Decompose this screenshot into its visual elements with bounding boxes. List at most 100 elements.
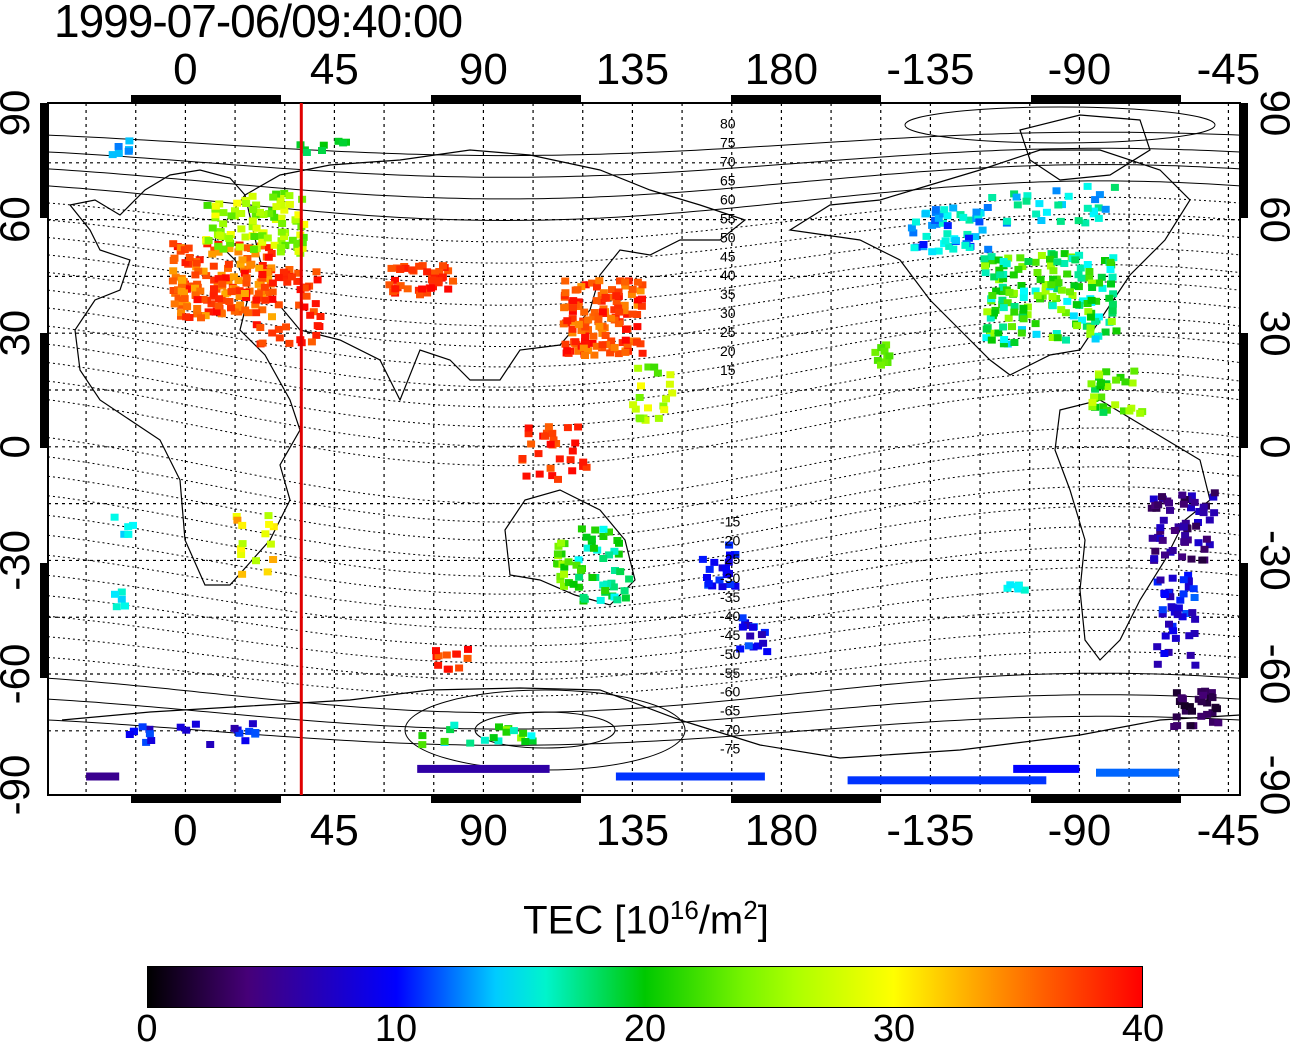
- tec-point: [418, 741, 427, 749]
- tec-point: [1081, 219, 1090, 227]
- colorbar-title: TEC [1016/m2]: [523, 895, 769, 943]
- tec-point: [1087, 279, 1096, 287]
- tec-point: [623, 310, 632, 318]
- tec-point: [263, 568, 272, 576]
- tec-point: [574, 583, 583, 591]
- tec-point: [300, 284, 309, 292]
- tec-point: [241, 737, 250, 745]
- tec-point: [385, 281, 394, 289]
- tec-point: [192, 263, 201, 271]
- tec-point: [170, 254, 179, 262]
- tec-point: [994, 256, 1003, 264]
- latitude-tick-label: -30: [1252, 530, 1292, 591]
- tec-point: [299, 233, 308, 241]
- tec-point: [252, 296, 261, 304]
- tec-point: [1010, 308, 1019, 316]
- contour-label: 65: [720, 173, 736, 189]
- tec-point: [211, 211, 220, 219]
- tec-point: [1170, 527, 1179, 534]
- tec-point: [601, 293, 610, 301]
- tec-point: [265, 210, 274, 218]
- tec-point: [589, 332, 598, 340]
- tec-point: [587, 541, 596, 548]
- tec-point: [584, 316, 593, 324]
- tec-point: [194, 267, 203, 275]
- tec-point: [226, 239, 235, 247]
- longitude-tick-label: 45: [310, 806, 359, 855]
- tec-point: [489, 734, 498, 742]
- tec-point: [1090, 393, 1099, 401]
- contour-label: 25: [720, 324, 736, 340]
- tec-point: [582, 533, 591, 541]
- contour-label: -65: [720, 703, 740, 719]
- tec-point: [1094, 204, 1103, 212]
- tec-point: [312, 331, 321, 339]
- tec-point: [1136, 409, 1145, 417]
- tec-point: [1053, 334, 1062, 342]
- tec-point: [749, 643, 758, 651]
- tec-point: [293, 277, 302, 285]
- tec-point: [180, 295, 189, 303]
- tec-point: [257, 242, 265, 250]
- tec-point: [1102, 368, 1111, 376]
- tec-point: [391, 285, 400, 293]
- tec-point: [281, 241, 290, 249]
- tec-point: [1166, 593, 1175, 601]
- tec-point: [306, 311, 315, 319]
- tec-point: [615, 308, 624, 316]
- tec-point: [1161, 632, 1170, 640]
- tec-point: [463, 654, 472, 662]
- tec-point: [1046, 255, 1054, 263]
- tec-point: [949, 245, 958, 253]
- tec-point: [250, 233, 259, 240]
- latitude-tick-label: 30: [0, 310, 38, 357]
- tec-point: [568, 467, 577, 475]
- tec-point: [207, 300, 216, 308]
- tec-point: [219, 245, 228, 253]
- tec-point: [258, 232, 267, 240]
- tec-point: [1022, 197, 1031, 205]
- tec-point: [251, 211, 260, 219]
- tec-point: [662, 395, 670, 403]
- tec-point: [1209, 718, 1217, 726]
- tec-point: [261, 530, 270, 538]
- tec-point: [616, 277, 624, 285]
- tec-point: [607, 579, 616, 587]
- tec-point: [277, 201, 286, 209]
- tec-point: [524, 424, 533, 432]
- tec-point: [588, 574, 597, 581]
- tec-point: [176, 723, 185, 731]
- tec-point: [1049, 275, 1058, 283]
- tec-point: [1033, 269, 1042, 276]
- tec-point: [318, 147, 326, 154]
- tec-point: [1213, 705, 1221, 713]
- contour-label: 75: [720, 135, 736, 151]
- tec-point: [264, 275, 273, 283]
- tec-point: [196, 287, 205, 295]
- tec-point: [182, 285, 191, 293]
- tec-point: [235, 287, 244, 295]
- tec-point: [934, 214, 943, 222]
- longitude-tick-label: 90: [459, 45, 508, 94]
- tec-point: [1186, 651, 1195, 659]
- tec-point: [1185, 632, 1194, 640]
- tec-point: [1053, 258, 1062, 266]
- tec-point: [1020, 586, 1029, 594]
- tec-point: [1171, 634, 1180, 642]
- tec-point: [1000, 336, 1009, 343]
- tec-point: [1094, 214, 1103, 222]
- tec-point: [965, 244, 974, 251]
- tec-point: [943, 222, 952, 230]
- longitude-tick-label: -45: [1197, 45, 1261, 94]
- tec-point: [408, 266, 417, 274]
- tec-point: [1098, 284, 1107, 292]
- tec-point: [577, 525, 586, 533]
- tec-point: [282, 323, 290, 331]
- tec-point: [181, 259, 190, 267]
- tec-point: [1110, 183, 1119, 191]
- tec-point: [177, 280, 186, 288]
- tec-point: [238, 570, 247, 578]
- tec-point: [276, 195, 285, 202]
- tec-point: [634, 364, 643, 372]
- tec-point: [285, 200, 294, 208]
